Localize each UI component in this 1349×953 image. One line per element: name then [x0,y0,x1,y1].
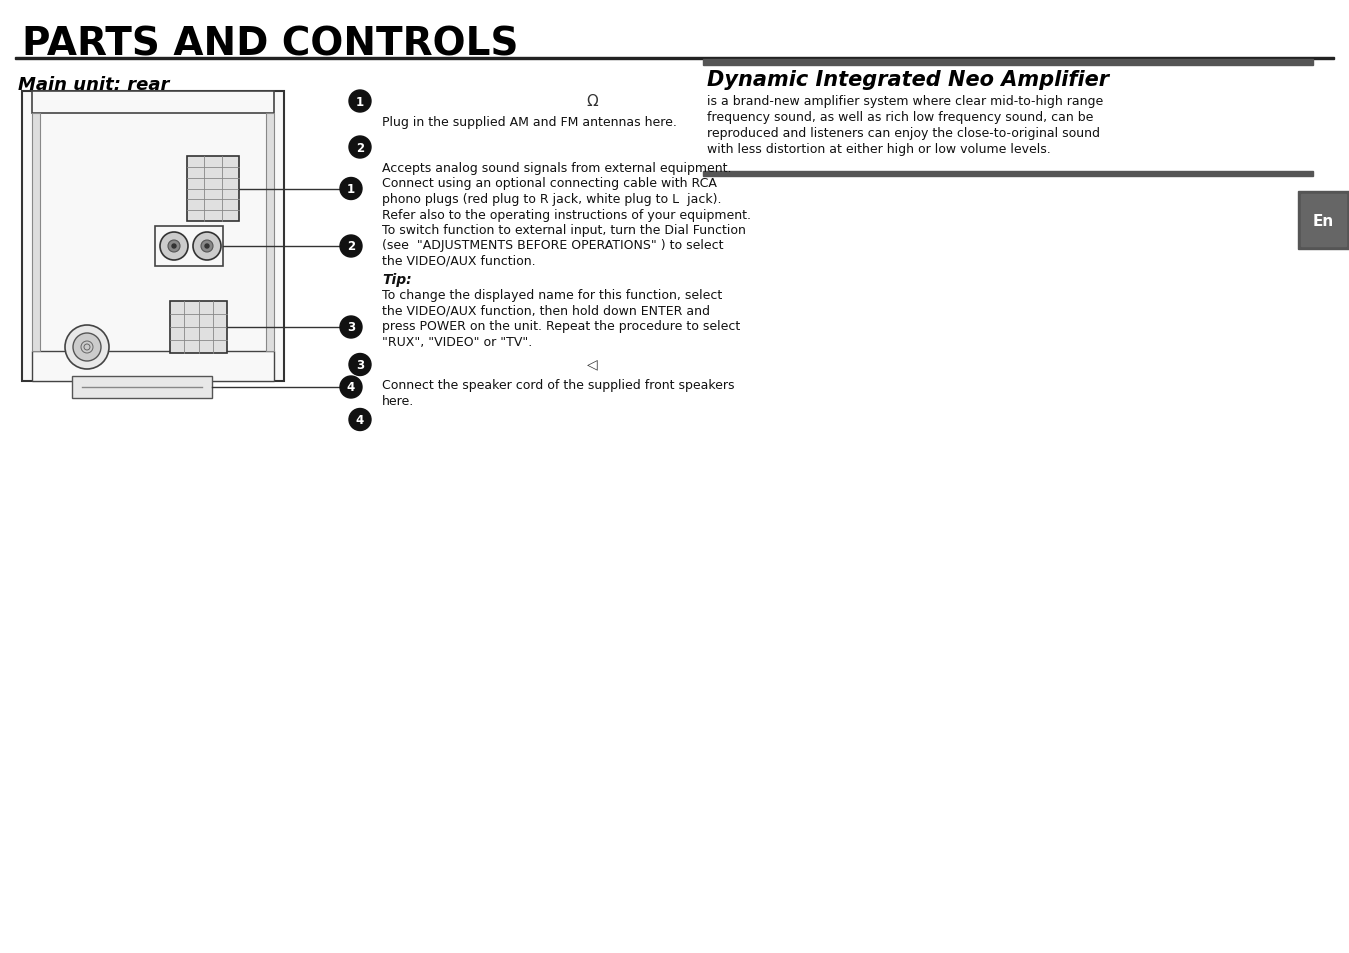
Text: "RUX", "VIDEO" or "TV".: "RUX", "VIDEO" or "TV". [382,335,533,349]
Bar [32,352,274,381]
Bar [266,113,274,352]
Circle shape [340,376,362,398]
Text: Tip:: Tip: [382,274,411,287]
Text: 1: 1 [347,183,355,195]
Text: Connect the speaker cord of the supplied front speakers: Connect the speaker cord of the supplied… [382,379,734,392]
Bar [155,227,223,267]
Circle shape [340,316,362,338]
Bar [71,376,212,398]
Bar [32,91,274,113]
Text: reproduced and listeners can enjoy the close-to-original sound: reproduced and listeners can enjoy the c… [707,127,1099,140]
Text: PARTS AND CONTROLS: PARTS AND CONTROLS [22,25,518,63]
Text: Dynamic Integrated Neo Amplifier: Dynamic Integrated Neo Amplifier [707,70,1109,90]
Bar [703,172,1313,177]
Circle shape [349,137,371,159]
Text: Refer also to the operating instructions of your equipment.: Refer also to the operating instructions… [382,209,751,221]
Text: here.: here. [382,395,414,408]
Circle shape [340,235,362,257]
Circle shape [349,91,371,112]
Text: 1: 1 [356,95,364,109]
Text: Ω: Ω [585,93,598,109]
Circle shape [169,241,179,253]
Circle shape [349,355,371,376]
Text: 2: 2 [347,240,355,253]
Text: Connect using an optional connecting cable with RCA: Connect using an optional connecting cab… [382,177,716,191]
Circle shape [349,409,371,431]
Circle shape [173,245,175,249]
Circle shape [161,233,188,261]
Text: To change the displayed name for this function, select: To change the displayed name for this fu… [382,289,722,302]
Bar [15,58,1334,59]
Text: En: En [1313,213,1334,229]
Circle shape [73,334,101,361]
Circle shape [340,178,362,200]
Text: Plug in the supplied AM and FM antennas here.: Plug in the supplied AM and FM antennas … [382,116,677,129]
Circle shape [205,245,209,249]
Text: phono plugs (red plug to R jack, white plug to L  jack).: phono plugs (red plug to R jack, white p… [382,193,722,206]
Bar [1300,194,1346,247]
Text: press POWER on the unit. Repeat the procedure to select: press POWER on the unit. Repeat the proc… [382,320,741,334]
Bar [32,113,40,352]
Text: 4: 4 [356,414,364,427]
Text: 3: 3 [347,321,355,335]
Bar [703,60,1313,66]
Text: 3: 3 [356,358,364,372]
Circle shape [193,233,221,261]
Circle shape [201,241,213,253]
Text: with less distortion at either high or low volume levels.: with less distortion at either high or l… [707,143,1051,156]
Text: is a brand-new amplifier system where clear mid-to-high range: is a brand-new amplifier system where cl… [707,95,1103,108]
Text: To switch function to external input, turn the Dial Function: To switch function to external input, tu… [382,224,746,236]
Circle shape [65,326,109,370]
Bar [170,302,227,354]
Text: Accepts analog sound signals from external equipment.: Accepts analog sound signals from extern… [382,162,731,174]
Bar [188,157,239,222]
Text: 2: 2 [356,141,364,154]
Text: 4: 4 [347,381,355,395]
Text: the VIDEO/AUX function.: the VIDEO/AUX function. [382,254,536,268]
Bar [22,91,285,381]
Text: the VIDEO/AUX function, then hold down ENTER and: the VIDEO/AUX function, then hold down E… [382,305,710,317]
Text: frequency sound, as well as rich low frequency sound, can be: frequency sound, as well as rich low fre… [707,111,1094,124]
Text: ◁: ◁ [587,357,598,371]
Text: Main unit: rear: Main unit: rear [18,76,170,94]
Text: (see  "ADJUSTMENTS BEFORE OPERATIONS" ) to select: (see "ADJUSTMENTS BEFORE OPERATIONS" ) t… [382,239,723,253]
Bar [1298,192,1349,250]
